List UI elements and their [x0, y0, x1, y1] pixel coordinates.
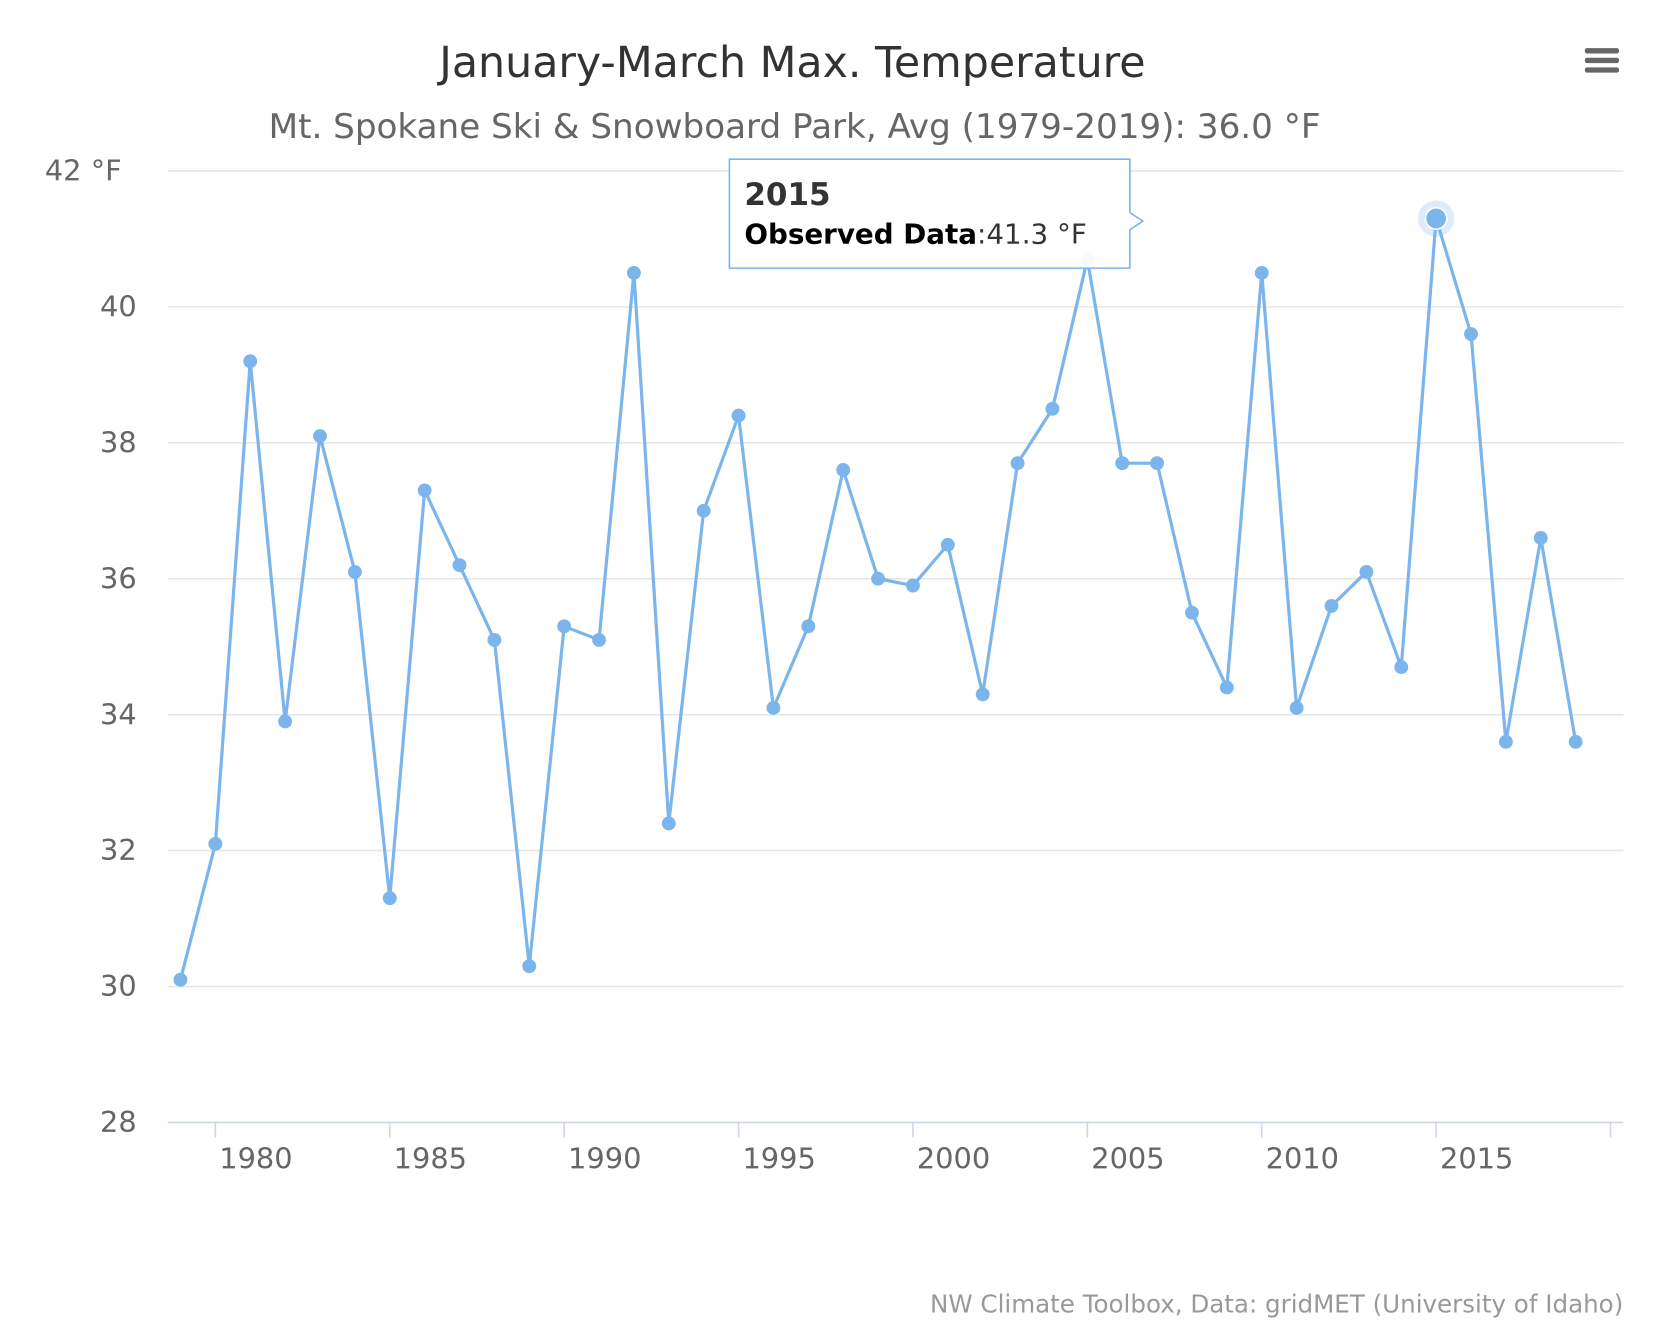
tooltip-box: [728, 158, 1145, 269]
data-point[interactable]: [1568, 734, 1583, 749]
x-tick-label: 2005: [1091, 1141, 1164, 1175]
x-tick-label: 1990: [568, 1141, 641, 1175]
chart-credits[interactable]: NW Climate Toolbox, Data: gridMET (Unive…: [930, 1290, 1623, 1319]
chart-subtitle: Mt. Spokane Ski & Snowboard Park, Avg (1…: [269, 107, 1321, 147]
x-tick-label: 2010: [1266, 1141, 1339, 1175]
data-point[interactable]: [1254, 265, 1269, 280]
x-tick-label: 1985: [394, 1141, 467, 1175]
y-tick-label: 30: [100, 969, 137, 1003]
data-point[interactable]: [1115, 456, 1130, 471]
data-point[interactable]: [173, 972, 188, 987]
data-point[interactable]: [1045, 401, 1060, 416]
data-point[interactable]: [731, 408, 746, 423]
x-tick-label: 1995: [742, 1141, 815, 1175]
y-tick-label: 40: [100, 289, 137, 323]
y-axis-labels: 28 30 32 34 36 38 40 42 °F: [45, 154, 137, 1140]
data-point[interactable]: [766, 700, 781, 715]
data-point[interactable]: [871, 571, 886, 586]
data-point[interactable]: [1394, 660, 1409, 675]
tooltip: 2015 Observed Data:41.3 °F: [728, 158, 1145, 269]
data-point[interactable]: [1289, 700, 1304, 715]
y-tick-label: 36: [100, 561, 137, 595]
y-tick-label: 28: [100, 1105, 137, 1139]
data-point[interactable]: [347, 565, 362, 579]
data-point[interactable]: [801, 619, 816, 634]
data-point[interactable]: [696, 503, 711, 518]
data-point[interactable]: [1464, 327, 1478, 342]
data-point[interactable]: [557, 619, 572, 634]
y-tick-label: 34: [100, 697, 137, 731]
data-point[interactable]: [836, 463, 851, 477]
x-tick-label: 2000: [917, 1141, 990, 1175]
data-point[interactable]: [452, 558, 467, 573]
y-tick-label: 42 °F: [45, 154, 122, 188]
y-tick-label: 38: [100, 425, 137, 459]
data-point[interactable]: [487, 632, 502, 647]
tooltip-value: :41.3 °F: [977, 218, 1087, 251]
data-point[interactable]: [522, 959, 537, 974]
data-point[interactable]: [940, 537, 955, 552]
series-line: [178, 216, 1578, 981]
x-axis: 1980 1985 1990 1995 2000 2005 2010 2015: [167, 1121, 1624, 1175]
data-point[interactable]: [243, 354, 258, 369]
data-point[interactable]: [906, 578, 920, 593]
data-point[interactable]: [313, 429, 327, 443]
data-point[interactable]: [1324, 598, 1339, 613]
tooltip-year: 2015: [744, 177, 830, 213]
data-point-hovered[interactable]: [1424, 207, 1448, 230]
data-point[interactable]: [1533, 531, 1548, 545]
data-point[interactable]: [208, 836, 223, 851]
y-tick-label: 32: [100, 833, 137, 867]
x-tick-label: 1980: [219, 1141, 292, 1175]
hamburger-menu-icon[interactable]: [1584, 47, 1620, 75]
data-point[interactable]: [382, 891, 397, 906]
data-point[interactable]: [661, 816, 676, 831]
tooltip-line: Observed Data:41.3 °F: [744, 218, 1086, 251]
chart-title: January-March Max. Temperature: [436, 38, 1145, 88]
data-point[interactable]: [1219, 680, 1234, 695]
data-point[interactable]: [1185, 605, 1199, 620]
data-point[interactable]: [417, 483, 432, 498]
x-tick-label: 2015: [1440, 1141, 1513, 1175]
data-point[interactable]: [1359, 565, 1374, 579]
data-point[interactable]: [1150, 456, 1165, 471]
data-point[interactable]: [626, 265, 641, 280]
data-point[interactable]: [975, 687, 990, 702]
series-observed-data: [173, 200, 1583, 987]
data-point[interactable]: [278, 714, 293, 729]
data-point[interactable]: [592, 632, 606, 647]
data-point[interactable]: [1498, 734, 1513, 749]
data-point[interactable]: [1010, 456, 1025, 471]
tooltip-series-label: Observed Data: [744, 218, 977, 251]
gridlines: [167, 170, 1624, 988]
